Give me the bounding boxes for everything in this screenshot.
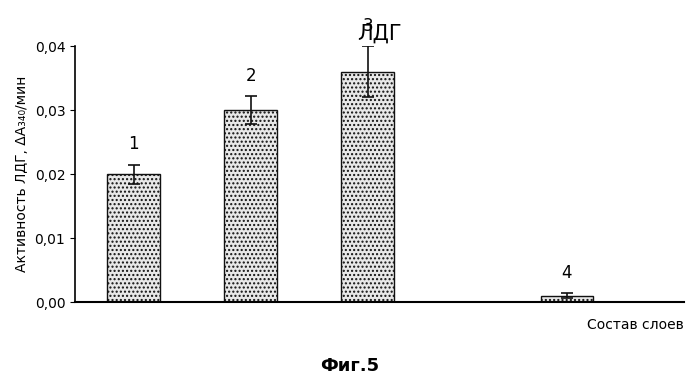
- Text: Фиг.5: Фиг.5: [320, 357, 379, 375]
- Text: 2: 2: [245, 67, 256, 85]
- Title: ЛДГ: ЛДГ: [357, 23, 402, 43]
- Text: 3: 3: [363, 17, 373, 34]
- Bar: [107, 174, 160, 302]
- Y-axis label: Активность ЛДГ, ΔА₃₄₀/мин: Активность ЛДГ, ΔА₃₄₀/мин: [15, 76, 29, 273]
- Bar: [341, 72, 394, 302]
- Bar: [224, 110, 277, 302]
- Text: 1: 1: [129, 135, 139, 153]
- Text: Состав слоев: Состав слоев: [587, 318, 684, 332]
- Bar: [540, 296, 593, 302]
- Text: 4: 4: [561, 264, 572, 282]
